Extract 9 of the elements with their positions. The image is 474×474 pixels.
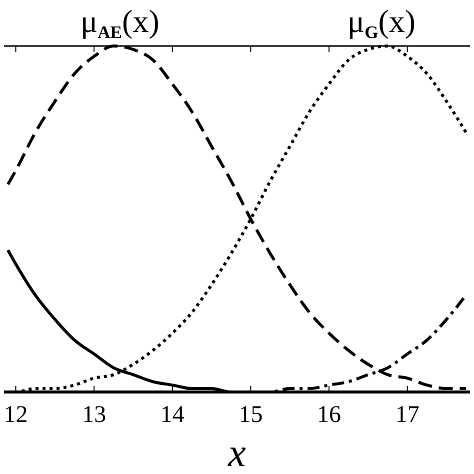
x-tick-label: 12 bbox=[4, 402, 28, 428]
x-axis-title: x bbox=[227, 430, 246, 474]
annotation: μ$_{AE}$(x) bbox=[80, 3, 160, 42]
x-tick-label: 13 bbox=[82, 402, 106, 428]
x-tick-label: 15 bbox=[238, 402, 263, 428]
annotation: μ$_{G}$(x) bbox=[347, 3, 416, 42]
x-tick-label: 16 bbox=[317, 402, 342, 428]
x-tick-label: 17 bbox=[395, 402, 420, 428]
x-tick-label: 14 bbox=[160, 402, 184, 428]
